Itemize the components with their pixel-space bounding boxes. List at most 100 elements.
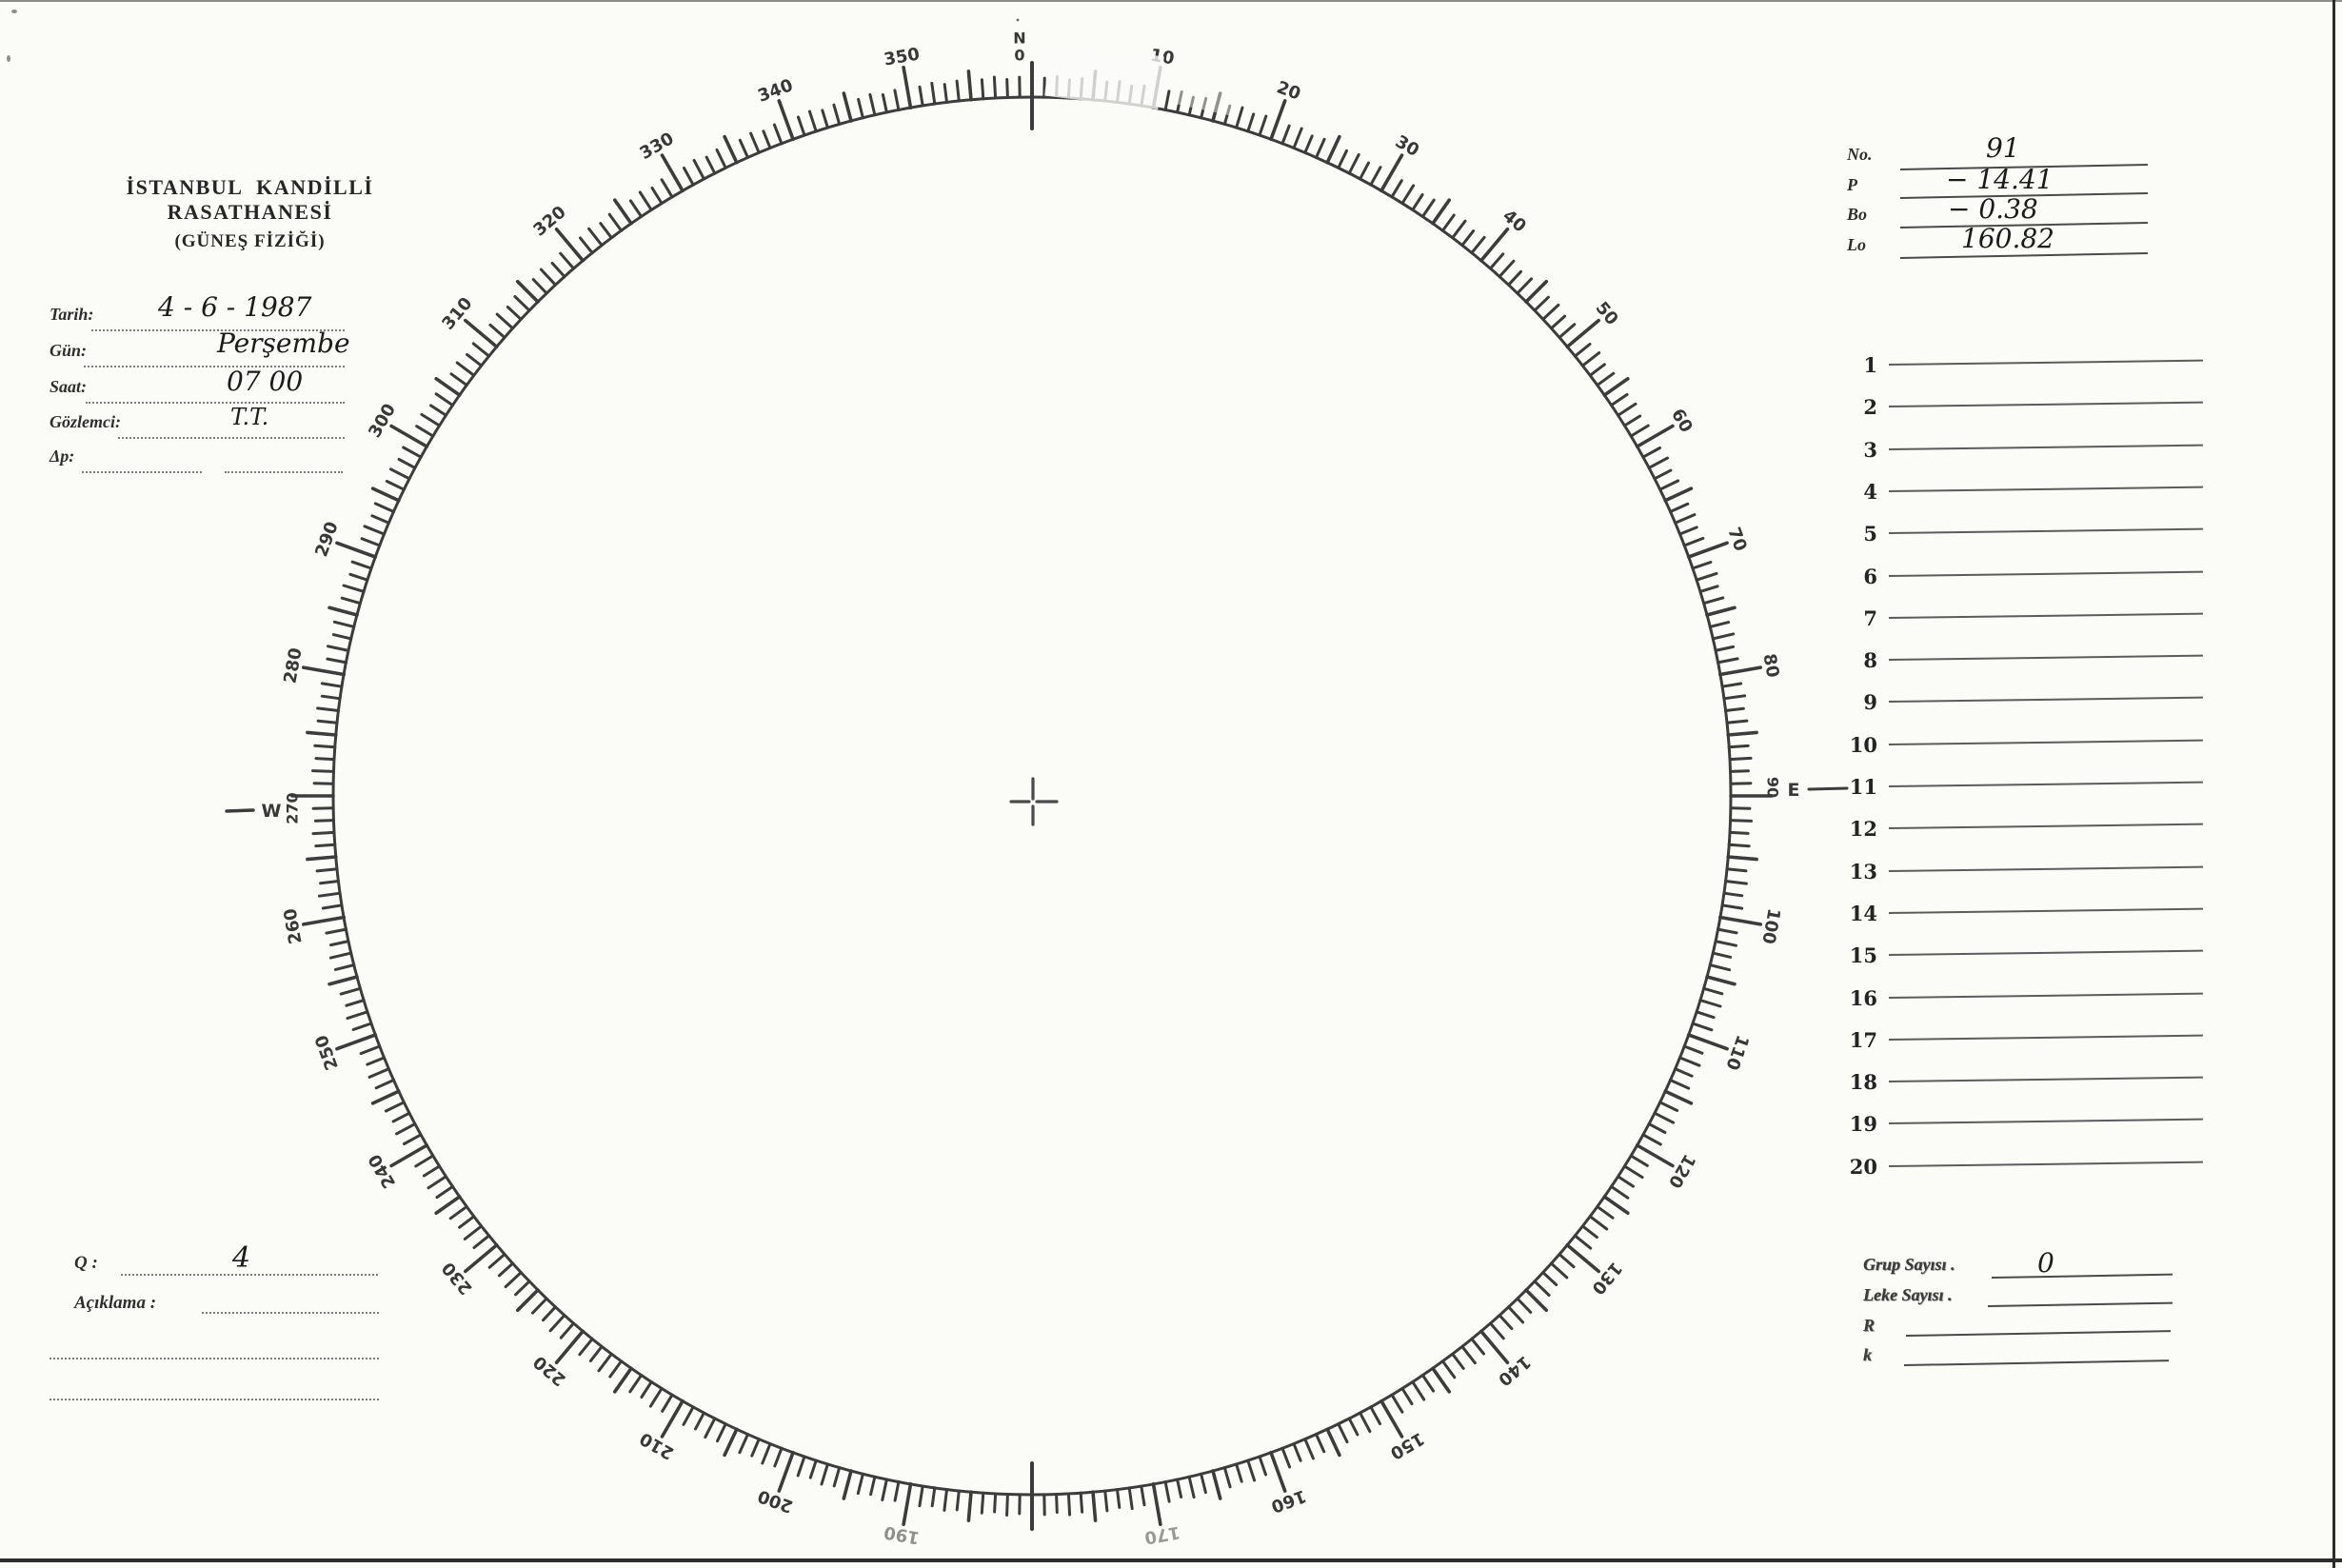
param-label: Lo xyxy=(1847,235,1866,254)
degree-label: 140 xyxy=(1494,1351,1534,1389)
scan-bottom-edge-line xyxy=(0,1558,2342,1562)
west-dash-line xyxy=(225,808,255,813)
spot-row-number: 5 xyxy=(1863,522,1877,546)
field-label: Saat: xyxy=(50,377,88,396)
degree-label: 340 xyxy=(755,75,795,107)
spot-row-number: 4 xyxy=(1863,479,1877,504)
field-dotted-line xyxy=(82,471,202,473)
degree-label: 110 xyxy=(1721,1032,1753,1072)
summary-label: R xyxy=(1863,1316,1876,1335)
spot-row-number: 13 xyxy=(1849,859,1877,883)
field-label: Δp: xyxy=(50,447,75,466)
param-label: No. xyxy=(1847,145,1873,164)
degree-label: 70 xyxy=(1723,525,1750,554)
spot-row-number: 2 xyxy=(1863,395,1877,420)
east-dash-line xyxy=(1807,786,1849,791)
degree-label: 60 xyxy=(1667,406,1697,436)
compass-east-label: E xyxy=(1788,780,1800,801)
summary-value: 0 xyxy=(2037,1247,2054,1279)
spot-row-number: 10 xyxy=(1849,732,1877,757)
quality-value: 4 xyxy=(232,1241,251,1275)
spot-row-number: 17 xyxy=(1849,1027,1877,1052)
spot-row-number: 19 xyxy=(1849,1112,1877,1137)
param-label: P xyxy=(1847,175,1857,194)
degree-label: 290 xyxy=(311,519,343,559)
field-value: Perşembe xyxy=(217,327,350,359)
spot-row-number: 1 xyxy=(1863,353,1877,377)
spot-row-number: 20 xyxy=(1849,1154,1877,1179)
center-cross-mark xyxy=(1009,777,1059,826)
summary-label: k xyxy=(1863,1345,1872,1364)
notes-dotted-line xyxy=(50,1399,379,1400)
degree-label: 270 xyxy=(284,792,302,824)
degree-label: 150 xyxy=(1386,1428,1427,1463)
spot-row-number: 9 xyxy=(1863,690,1877,715)
spot-row-number: 16 xyxy=(1849,985,1877,1010)
dial-ticks-group xyxy=(290,61,1774,1531)
spot-row-number: 6 xyxy=(1863,564,1877,588)
degree-label: 260 xyxy=(280,906,306,945)
degree-label: 80 xyxy=(1758,652,1782,679)
degree-label: 280 xyxy=(280,646,306,685)
field-dotted-line xyxy=(118,437,345,439)
spot-row-number: 8 xyxy=(1863,648,1877,673)
field-value: T.T. xyxy=(230,404,269,430)
degree-label: 330 xyxy=(636,129,677,164)
degree-label: 20 xyxy=(1274,77,1303,104)
scan-speck xyxy=(7,55,10,62)
param-label: Bo xyxy=(1847,205,1868,224)
degree-label: 100 xyxy=(1757,906,1783,945)
header: İSTANBUL KANDİLLİ RASATHANESİ (GÜNEŞ FİZ… xyxy=(38,175,462,252)
degree-label: 310 xyxy=(438,293,476,333)
degree-label: 130 xyxy=(1587,1258,1625,1298)
field-label: Gözlemci: xyxy=(50,412,121,431)
degree-label: 90 xyxy=(1764,777,1782,798)
scan-speck xyxy=(11,10,17,13)
degree-label: 320 xyxy=(529,202,569,240)
degree-label: 200 xyxy=(755,1485,795,1517)
spot-row-number: 15 xyxy=(1849,943,1877,968)
summary-label: Leke Sayısı . xyxy=(1863,1285,1953,1304)
scan-fade-patch xyxy=(1044,42,1164,110)
notes-dotted-line xyxy=(50,1358,379,1360)
quality-dotted-line xyxy=(121,1274,378,1276)
field-value: 07 00 xyxy=(227,366,304,397)
spot-row-number: 7 xyxy=(1863,605,1877,630)
field-dotted-line xyxy=(86,402,345,404)
param-value: − 0.38 xyxy=(1948,193,2038,225)
param-value: 91 xyxy=(1986,132,2020,164)
degree-label: 300 xyxy=(365,400,400,441)
institution-title: İSTANBUL KANDİLLİ RASATHANESİ xyxy=(126,175,374,224)
spot-row-number: 18 xyxy=(1849,1070,1877,1095)
degree-label: 220 xyxy=(529,1351,569,1389)
compass-west-label: W xyxy=(262,801,282,822)
degree-label: 160 xyxy=(1268,1485,1308,1517)
notes-label: Açıklama : xyxy=(74,1293,157,1313)
field-label: Tarih: xyxy=(50,305,94,324)
field-label: Gün: xyxy=(50,341,88,360)
north-dot-mark xyxy=(1016,18,1020,22)
degree-label: 30 xyxy=(1392,131,1422,161)
param-value: − 14.41 xyxy=(1946,164,2054,195)
degree-label: 120 xyxy=(1664,1150,1699,1191)
degree-label: 350 xyxy=(883,44,922,69)
summary-label: Grup Sayısı . xyxy=(1863,1255,1955,1274)
field-dotted-line xyxy=(84,366,345,367)
quality-label: Q : xyxy=(74,1253,98,1273)
degree-label: 230 xyxy=(438,1258,476,1298)
degree-label: 250 xyxy=(311,1032,343,1072)
field-value: 4 - 6 - 1987 xyxy=(158,291,312,323)
spot-row-number: 14 xyxy=(1849,901,1877,925)
institution-subtitle: (GÜNEŞ FİZİĞİ) xyxy=(174,231,326,251)
scan-top-edge-line xyxy=(0,0,2342,2)
spot-row-number: 11 xyxy=(1849,775,1877,799)
degree-label: 170 xyxy=(1142,1521,1181,1547)
degree-label-zero: 0 xyxy=(1014,47,1024,65)
scan-right-edge-line xyxy=(2332,0,2335,1568)
degree-label: 190 xyxy=(883,1521,922,1547)
field-dotted-line xyxy=(225,471,343,473)
spot-row-number: 3 xyxy=(1863,437,1877,462)
degree-label: 240 xyxy=(365,1150,400,1191)
